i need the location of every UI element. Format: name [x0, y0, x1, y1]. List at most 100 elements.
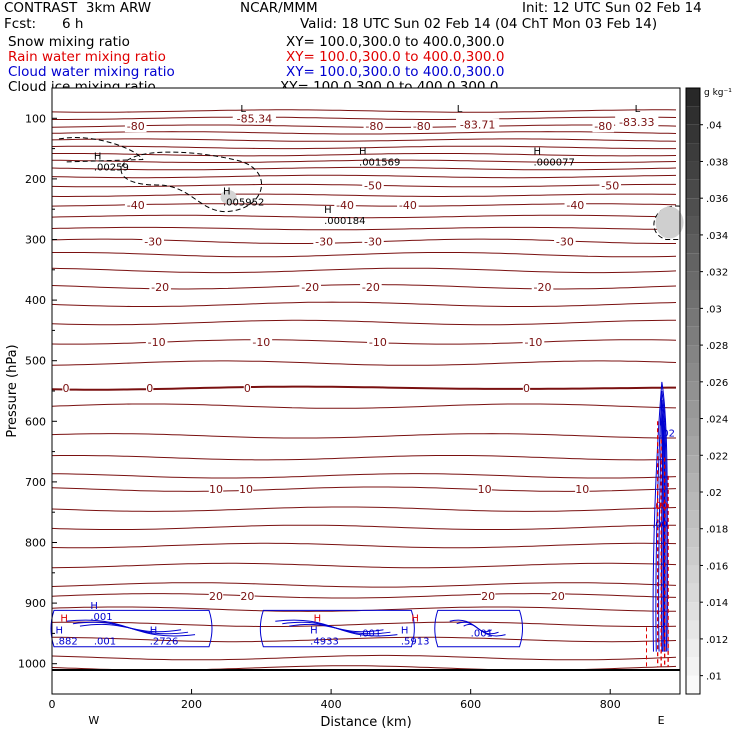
isotherm-label: -20 [534, 281, 552, 294]
isotherm-label-bg [362, 235, 384, 248]
cloud-water-value: .5913 [401, 636, 430, 647]
isotherm-label: -10 [252, 336, 270, 349]
x-tick-label: 200 [181, 698, 202, 711]
field-xy-rain: XY= 100.0,300.0 to 400.0,300.0 [286, 49, 505, 65]
colorbar-tick-label: .02 [706, 488, 722, 499]
colorbar-tick-label: .024 [706, 415, 728, 426]
isotherm-label: -50 [601, 180, 619, 193]
isotherm-label: 10 [575, 483, 589, 496]
cloud-water-contour [655, 390, 668, 652]
isotherm-label: -80 [594, 120, 612, 133]
isotherm-label-bg [592, 120, 615, 133]
cloud-water-value: .001 [90, 612, 112, 623]
isotherm-label-bg [62, 381, 70, 394]
colorbar-segment [686, 638, 700, 658]
isotherm-label: 20 [551, 590, 565, 603]
colorbar-segment [686, 88, 700, 107]
isotherm-label: -50 [364, 180, 382, 193]
isotherm-label: -10 [524, 336, 542, 349]
isotherm-label-bg [299, 280, 321, 293]
field-name-cloud-water: Cloud water mixing ratio [8, 64, 175, 80]
forecast-hour: 6 h [62, 16, 84, 32]
isotherm-line [51, 562, 677, 569]
isotherm-label: 0 [146, 382, 153, 395]
isotherm-label: -20 [362, 281, 380, 294]
isotherm-line [52, 153, 677, 157]
isotherm-label-bg [240, 589, 255, 602]
cloud-water-marker: H [659, 418, 667, 429]
cloud-water-contour [289, 623, 384, 633]
isotherm-label-bg [564, 198, 587, 211]
isotherm-line [51, 486, 677, 492]
isotherm-label-bg [208, 589, 224, 602]
isotherm-label-bg [360, 280, 382, 293]
colorbar-segment [686, 216, 700, 235]
cloud-water-marker: H [90, 601, 98, 612]
isotherm-line [51, 174, 677, 179]
isotherm-label-bg [145, 335, 168, 348]
init-time: Init: 12 UTC Sun 02 Feb 14 [522, 0, 702, 16]
isotherm-label-bg [208, 483, 224, 496]
colorbar-segment [686, 620, 700, 639]
snow-min-marker: L [240, 104, 246, 115]
isotherm-label: -10 [148, 336, 166, 349]
field-name-snow: Snow mixing ratio [8, 34, 130, 50]
isotherm-line [51, 131, 677, 135]
isotherm-label-bg [124, 120, 147, 133]
isotherm-line [51, 267, 677, 274]
isotherm-line [51, 542, 677, 549]
cloud-ice-max-value: .005952 [223, 198, 264, 209]
colorbar-segment [686, 271, 700, 290]
y-tick-label: 900 [25, 597, 46, 610]
isotherm-label-bg [531, 280, 554, 293]
cloud-water-contour [434, 609, 524, 648]
isotherm-label-bg [575, 483, 590, 496]
isotherm-line [51, 193, 677, 197]
isotherm-label-bg [362, 179, 384, 192]
cloud-water-value: .2726 [150, 636, 179, 647]
rain-water-value: .00 [652, 501, 668, 512]
cloud-ice-max-marker: H [359, 147, 367, 158]
isotherm-label-bg [550, 589, 566, 602]
isotherm-line [52, 116, 677, 120]
cloud-water-marker: H [310, 625, 318, 636]
x-tick-label: 400 [321, 698, 342, 711]
isotherm-label: 0 [523, 382, 530, 395]
colorbar-segment [686, 308, 700, 327]
snow-shade [220, 190, 237, 205]
colorbar-segment [686, 418, 700, 437]
y-tick-label: 400 [25, 294, 46, 307]
x-tick-label: 800 [600, 698, 621, 711]
field-name-rain: Rain water mixing ratio [8, 49, 166, 65]
cloud-water-value: .4933 [310, 636, 339, 647]
forecast-label: Fcst: [4, 16, 37, 32]
rain-water-marker: H [314, 613, 322, 624]
colorbar-segment [686, 363, 700, 382]
isotherm-label: -40 [127, 199, 145, 212]
colorbar-segment [686, 345, 700, 364]
cloud-ice-max-value: .00259 [94, 163, 129, 174]
colorbar-tick-label: .018 [706, 525, 728, 536]
y-tick-label: 1000 [18, 658, 46, 671]
colorbar-segment [686, 253, 700, 272]
cloud-water-marker: H [55, 625, 63, 636]
cloud-ice-max-marker: H [94, 152, 102, 163]
isotherm-line [52, 159, 677, 163]
cloud-ice-max-value: .001569 [359, 158, 400, 169]
colorbar-unit: g kg⁻¹ [704, 88, 732, 98]
isotherm-line [51, 433, 676, 439]
isotherm-line [51, 214, 677, 219]
colorbar-segment [686, 510, 700, 529]
isotherm-label: -40 [399, 199, 417, 212]
colorbar-tick-label: .012 [706, 635, 728, 646]
isotherm-label: 0 [244, 382, 251, 395]
colorbar-segment [686, 565, 700, 584]
west-label: W [88, 714, 99, 727]
isotherm-line [51, 455, 677, 461]
colorbar-segment [686, 400, 700, 419]
isotherm-label: -40 [566, 199, 584, 212]
isotherm-label: 20 [481, 590, 495, 603]
rain-water-marker: H [60, 613, 68, 624]
colorbar-segment [686, 602, 700, 621]
